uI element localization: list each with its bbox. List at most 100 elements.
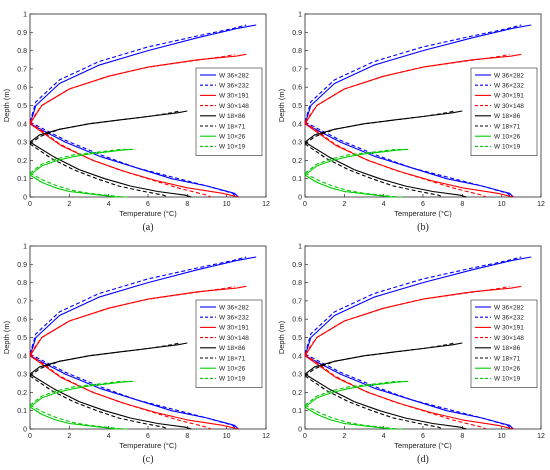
series-line-lower (304, 121, 512, 198)
series-line-lower (304, 353, 487, 430)
series-line-upper (29, 256, 257, 356)
y-tick-label: 0 (23, 195, 27, 202)
y-tick-label: 0.4 (292, 121, 302, 128)
series-line-lower (304, 172, 406, 198)
series-line-lower (304, 143, 443, 198)
x-tick-label: 2 (342, 201, 346, 208)
legend-entry: W 10×19 (219, 144, 246, 151)
legend-entry: W 18×71 (219, 123, 246, 130)
y-tick-label: 0.9 (17, 30, 27, 37)
x-tick-label: 10 (223, 433, 231, 440)
series-line-lower (29, 123, 239, 198)
x-tick-label: 2 (67, 201, 71, 208)
series-line-lower (29, 355, 239, 430)
x-tick-label: 10 (223, 201, 231, 208)
series-line-upper (29, 53, 235, 123)
y-tick-label: 0.4 (17, 121, 27, 128)
series-line-lower (29, 373, 192, 430)
legend-entry: W 36×232 (219, 315, 249, 322)
x-tick-label: 8 (185, 433, 189, 440)
legend-entry: W 18×86 (219, 345, 246, 352)
y-axis-label: Depth (m) (2, 320, 11, 354)
series-line-lower (304, 355, 514, 430)
y-tick-label: 0.3 (292, 140, 302, 147)
x-tick-label: 0 (28, 433, 32, 440)
legend-entry: W 36×282 (494, 304, 524, 311)
series-line-lower (29, 375, 168, 430)
series-line-lower (29, 174, 121, 198)
x-tick-label: 0 (28, 201, 32, 208)
x-tick-label: 8 (185, 201, 189, 208)
legend-entry: W 18×86 (219, 113, 246, 120)
y-tick-label: 0.2 (17, 158, 27, 165)
series-line-upper (29, 380, 131, 408)
legend-entry: W 30×148 (219, 335, 249, 342)
y-tick-label: 0.8 (292, 280, 302, 287)
legend-entry: W 10×19 (219, 376, 246, 383)
y-tick-label: 0.6 (17, 317, 27, 324)
series-line-upper (29, 342, 180, 377)
legend-entry: W 30×191 (219, 93, 249, 100)
series-line-lower (304, 141, 467, 198)
y-tick-label: 0.5 (17, 103, 27, 110)
series-line-lower (29, 121, 237, 198)
series-line-lower (29, 121, 212, 198)
series-line-upper (29, 256, 247, 355)
panel-label: (d) (417, 454, 429, 465)
series-line-lower (304, 404, 406, 430)
x-tick-label: 0 (303, 433, 307, 440)
y-tick-label: 0.7 (17, 66, 27, 73)
x-tick-label: 6 (146, 201, 150, 208)
x-axis-label: Temperature (°C) (119, 209, 177, 218)
y-tick-label: 0.3 (17, 140, 27, 147)
x-tick-label: 12 (537, 201, 545, 208)
x-tick-label: 12 (262, 433, 270, 440)
x-tick-label: 10 (498, 433, 506, 440)
legend-entry: W 10×26 (219, 134, 246, 141)
y-tick-label: 0.8 (17, 48, 27, 55)
legend-entry: W 18×71 (219, 355, 246, 362)
series-line-upper (304, 380, 406, 408)
x-tick-label: 8 (460, 201, 464, 208)
legend-entry: W 36×282 (494, 72, 524, 79)
y-tick-label: 0.1 (17, 408, 27, 415)
legend-entry: W 30×191 (494, 325, 524, 332)
y-tick-label: 0.7 (17, 298, 27, 305)
y-tick-label: 0.5 (292, 335, 302, 342)
y-tick-label: 0.6 (292, 85, 302, 92)
panel-label: (c) (142, 454, 153, 465)
series-line-lower (304, 121, 487, 198)
series-line-lower (29, 353, 212, 430)
x-tick-label: 12 (537, 433, 545, 440)
series-line-upper (29, 24, 257, 124)
y-tick-label: 0.5 (292, 103, 302, 110)
x-tick-label: 4 (382, 433, 386, 440)
series-line-lower (304, 123, 514, 198)
series-line-lower (304, 406, 396, 430)
legend-entry: W 10×19 (494, 376, 521, 383)
series-line-upper (304, 110, 455, 145)
y-tick-label: 0.9 (292, 30, 302, 37)
y-tick-label: 0.9 (292, 262, 302, 269)
x-tick-label: 2 (67, 433, 71, 440)
x-tick-label: 6 (421, 433, 425, 440)
y-tick-label: 0.3 (292, 372, 302, 379)
series-line-upper (304, 53, 510, 123)
chart-panel-2: 0 2 4 6 8 10 12 0 0.1 0.2 0.3 0.4 0.5 0.6 0.7 0.8 0.9 1 Te… (277, 12, 545, 234)
series-line-upper (29, 148, 131, 176)
legend-entry: W 18×86 (494, 113, 521, 120)
series-line-upper (304, 148, 406, 176)
series-line-lower (304, 373, 467, 430)
legend-entry: W 30×148 (494, 335, 524, 342)
legend-entry: W 36×232 (494, 315, 524, 322)
legend-entry: W 36×282 (219, 72, 249, 79)
x-tick-label: 12 (262, 201, 270, 208)
y-tick-label: 0.8 (17, 280, 27, 287)
legend-entry: W 30×148 (219, 103, 249, 110)
chart-panel-4: 0 2 4 6 8 10 12 0 0.1 0.2 0.3 0.4 0.5 0.6 0.7 0.8 0.9 1 Te… (277, 244, 545, 466)
y-tick-label: 0.2 (292, 158, 302, 165)
x-tick-label: 0 (303, 201, 307, 208)
legend-entry: W 36×232 (219, 83, 249, 90)
legend-box (195, 299, 263, 388)
